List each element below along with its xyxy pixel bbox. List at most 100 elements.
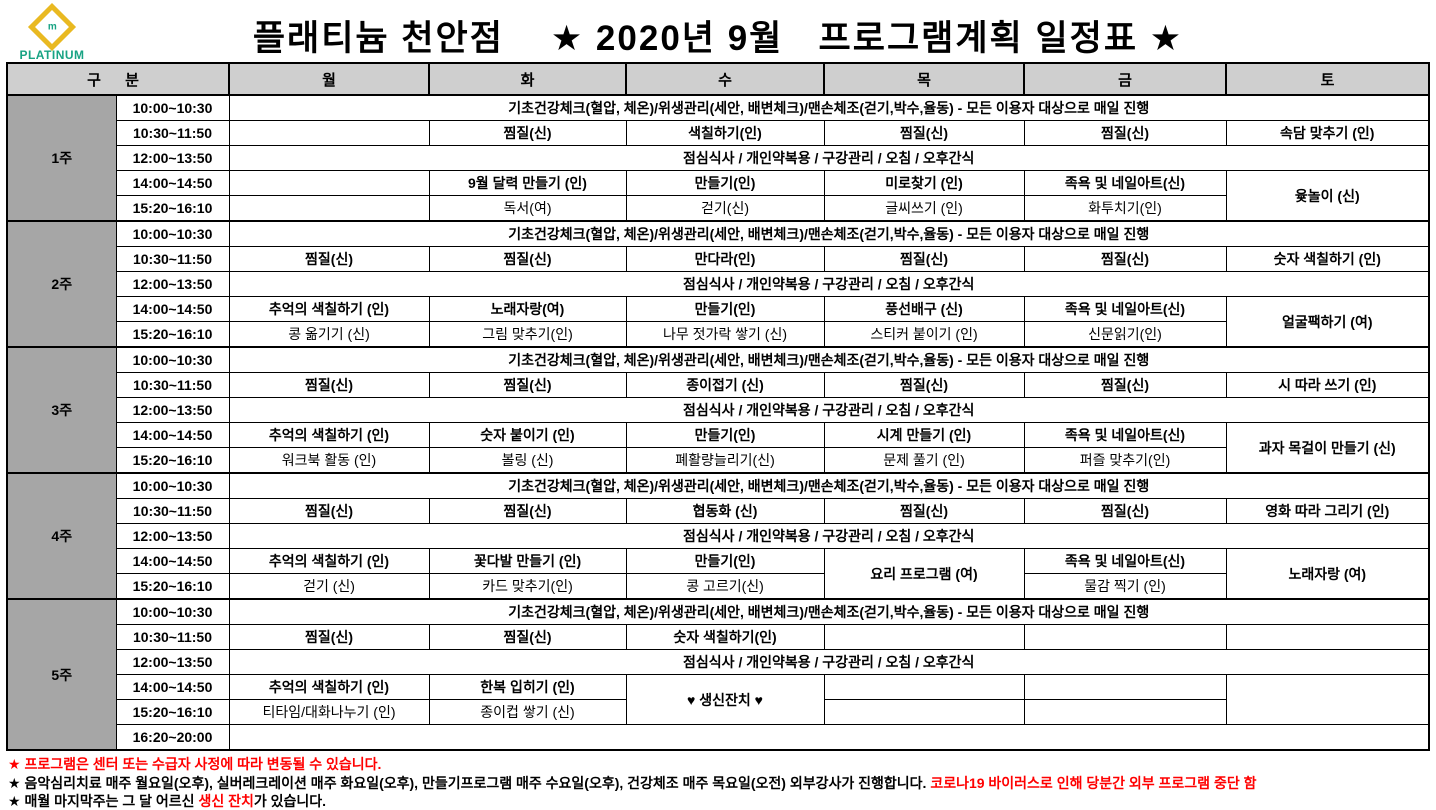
schedule-cell: ♥ 생신잔치 ♥ (625, 674, 825, 725)
schedule-cell: 협동화 (신) (625, 498, 825, 524)
time-slot: 14:00~14:50 (115, 548, 230, 574)
schedule-cell: 추억의 색칠하기 (인) (228, 548, 430, 574)
schedule-cell: 찜질(신) (428, 372, 627, 398)
footnotes: ★ 프로그램은 센터 또는 수급자 사정에 따라 변동될 수 있습니다. ★ 음악… (8, 755, 1436, 810)
schedule-row: 5주 10:00~10:30 기초건강체크(혈압, 체온)/위생관리(세안, 배변체… (6, 598, 1430, 751)
platinum-diamond-icon: m (27, 2, 77, 52)
time-slot: 12:00~13:50 (115, 397, 230, 423)
time-slot: 10:00~10:30 (115, 346, 230, 373)
schedule-cell: 찜질(신) (428, 498, 627, 524)
daily-routine-cell: 기초건강체크(혈압, 체온)/위생관리(세안, 배변체크)/맨손체조(걷기,박수… (228, 472, 1430, 499)
schedule-cell: 독서(여) (428, 195, 627, 222)
time-slot: 12:00~13:50 (115, 649, 230, 675)
schedule-cell: 티타임/대화나누기 (인) (228, 699, 430, 725)
schedule-row: 15:20~16:10 독서(여) 걷기(신) 글씨쓰기 (인) 화투치기(인) (7, 195, 1429, 222)
schedule-cell: 문제 풀기 (인) (823, 447, 1025, 474)
time-slot: 10:00~10:30 (115, 598, 230, 625)
schedule-cell: 9월 달력 만들기 (인) (428, 170, 627, 196)
schedule-row: 15:20~16:10 티타임/대화나누기 (인) 종이컵 쌓기 (신) (7, 699, 1429, 725)
time-slot: 10:30~11:50 (115, 498, 230, 524)
schedule-cell: 추억의 색칠하기 (인) (228, 296, 430, 322)
schedule-cell: 찜질(신) (823, 246, 1025, 272)
daily-routine-cell: 기초건강체크(혈압, 체온)/위생관리(세안, 배변체크)/맨손체조(걷기,박수… (228, 220, 1430, 247)
schedule-cell (1023, 699, 1227, 725)
footnote-segment: 가 있습니다. (253, 793, 327, 809)
schedule-cell: 과자 목걸이 만들기 (신) (1225, 422, 1430, 474)
schedule-cell: 찜질(신) (823, 372, 1025, 398)
schedule-cell: 걷기 (신) (228, 573, 430, 600)
time-slot: 14:00~14:50 (115, 674, 230, 700)
schedule-cell: 스티커 붙이기 (인) (823, 321, 1025, 348)
schedule-cell: 시 따라 쓰기 (인) (1225, 372, 1430, 398)
lunch-routine-cell: 점심식사 / 개인약복용 / 구강관리 / 오침 / 오후간식 (228, 649, 1430, 675)
schedule-cell: 만들기(인) (625, 296, 825, 322)
footnote-segment: 코로나19 바이러스로 인해 당분간 외부 프로그램 중단 함 (930, 774, 1257, 791)
week-label: 2주 (6, 220, 117, 348)
time-slot: 10:30~11:50 (115, 372, 230, 398)
schedule-cell: 걷기(신) (625, 195, 825, 222)
schedule-row: 14:00~14:50 추억의 색칠하기 (인) 꽃다발 만들기 (인) 만들기(인)… (7, 548, 1430, 600)
day-header-wed: 수 (625, 62, 825, 96)
footnote-segment: ★ 프로그램은 센터 또는 수급자 사정에 따라 변동될 수 있습니다. (8, 756, 382, 772)
time-slot: 15:20~16:10 (115, 573, 230, 600)
schedule-cell: 족욕 및 네일아트(신) (1023, 170, 1227, 196)
schedule-row: 1주 10:00~10:30 기초건강체크(혈압, 체온)/위생관리(세안, 배변체… (6, 94, 1430, 222)
day-header-sat: 토 (1225, 62, 1430, 96)
schedule-row: 14:00~14:50 추억의 색칠하기 (인) 숫자 붙이기 (인) 만들기(인) 시… (7, 422, 1430, 474)
lunch-routine-cell: 점심식사 / 개인약복용 / 구강관리 / 오침 / 오후간식 (228, 523, 1430, 549)
schedule-row: 10:30~11:50 찜질(신) 찜질(신) 종이접기 (신) 찜질(신) 찜질(신) 시… (7, 372, 1430, 398)
schedule-cell: 추억의 색칠하기 (인) (228, 422, 430, 448)
corner-header: 구 분 (6, 62, 230, 96)
schedule-row: 12:00~13:50 점심식사 / 개인약복용 / 구강관리 / 오침 / 오후… (7, 145, 1430, 171)
schedule-row: 15:20~16:10 걷기 (신) 카드 맞추기(인) 콩 고르기(신) 물감 찍기 … (7, 573, 1429, 600)
lunch-routine-cell: 점심식사 / 개인약복용 / 구강관리 / 오침 / 오후간식 (228, 145, 1430, 171)
schedule-cell: 찜질(신) (428, 624, 627, 650)
platinum-logo: m PLATINUM (14, 2, 90, 62)
schedule-cell: 폐활량늘리기(신) (625, 447, 825, 474)
schedule-row: 10:30~11:50 찜질(신) 찜질(신) 숫자 색칠하기(인) (7, 624, 1430, 650)
daily-routine-cell: 기초건강체크(혈압, 체온)/위생관리(세안, 배변체크)/맨손체조(걷기,박수… (228, 94, 1430, 121)
platinum-mark-icon: m (47, 21, 57, 32)
schedule-row: 10:30~11:50 찜질(신) 찜질(신) 협동화 (신) 찜질(신) 찜질(신) 영화… (7, 498, 1430, 524)
schedule-row: 15:20~16:10 워크북 활동 (인) 볼링 (신) 폐활량늘리기(신) 문제 풀… (7, 447, 1429, 474)
schedule-cell: 노래자랑 (여) (1225, 548, 1430, 600)
schedule-cell: 물감 찍기 (인) (1023, 573, 1227, 600)
page-title: 플래티늄 천안점 ★ 2020년 9월 프로그램계획 일정표 ★ (252, 19, 1184, 58)
schedule-cell: 영화 따라 그리기 (인) (1225, 498, 1430, 524)
logo-brand-text: PLATINUM (19, 48, 85, 62)
schedule-cell: 추억의 색칠하기 (인) (228, 674, 430, 700)
schedule-cell: 풍선배구 (신) (823, 296, 1025, 322)
schedule-cell: 찜질(신) (228, 246, 430, 272)
schedule-row: 2주 10:00~10:30 기초건강체크(혈압, 체온)/위생관리(세안, 배변체… (6, 220, 1430, 348)
time-slot: 10:00~10:30 (115, 472, 230, 499)
schedule-row: 14:00~14:50 추억의 색칠하기 (인) 한복 입히기 (인) ♥ 생신잔치 … (7, 674, 1430, 725)
schedule-row: 16:20~20:00 (7, 724, 1430, 751)
footnote-line: ★ 음악심리치료 매주 월요일(오후), 실버레크레이션 매주 화요일(오후),… (8, 774, 1436, 793)
schedule-cell: 찜질(신) (1023, 246, 1227, 272)
week-label: 4주 (6, 472, 117, 600)
schedule-cell: 신문읽기(인) (1023, 321, 1227, 348)
footnote-segment: ★ 음악심리치료 매주 월요일(오후), 실버레크레이션 매주 화요일(오후),… (8, 774, 931, 791)
schedule-row: 14:00~14:50 추억의 색칠하기 (인) 노래자랑(여) 만들기(인) 풍선배구… (7, 296, 1430, 348)
schedule-cell (228, 170, 430, 196)
schedule-cell: 꽃다발 만들기 (인) (428, 548, 627, 574)
schedule-cell: 만다라(인) (625, 246, 825, 272)
schedule-row: 12:00~13:50 점심식사 / 개인약복용 / 구강관리 / 오침 / 오후… (7, 397, 1430, 423)
schedule-row: 12:00~13:50 점심식사 / 개인약복용 / 구강관리 / 오침 / 오후… (7, 271, 1430, 297)
week-label: 1주 (6, 94, 117, 222)
schedule-row: 3주 10:00~10:30 기초건강체크(혈압, 체온)/위생관리(세안, 배변체… (6, 346, 1430, 474)
schedule-cell (1225, 624, 1430, 650)
time-slot: 10:30~11:50 (115, 120, 230, 146)
schedule-cell: 찜질(신) (823, 120, 1025, 146)
schedule-cell: 얼굴팩하기 (여) (1225, 296, 1430, 348)
schedule-cell: 찜질(신) (428, 246, 627, 272)
schedule-cell: 찜질(신) (428, 120, 627, 146)
schedule-cell: 그림 맞추기(인) (428, 321, 627, 348)
time-slot: 10:00~10:30 (115, 94, 230, 121)
schedule-cell: 숫자 붙이기 (인) (428, 422, 627, 448)
schedule-cell: 찜질(신) (1023, 372, 1227, 398)
daily-routine-cell: 기초건강체크(혈압, 체온)/위생관리(세안, 배변체크)/맨손체조(걷기,박수… (228, 346, 1430, 373)
time-slot: 15:20~16:10 (115, 447, 230, 474)
time-slot: 10:00~10:30 (115, 220, 230, 247)
